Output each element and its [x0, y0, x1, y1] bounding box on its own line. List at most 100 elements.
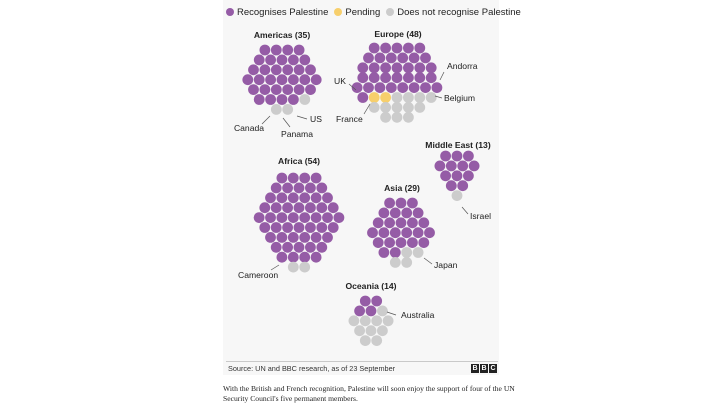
country-dot-does-not	[414, 92, 426, 103]
country-dot-does-not	[391, 111, 403, 123]
country-dot-recognises	[412, 227, 424, 239]
country-dot-does-not	[371, 315, 383, 327]
dots-europe	[351, 42, 443, 123]
country-dot-recognises	[299, 251, 311, 263]
country-dot-recognises	[378, 247, 390, 258]
legend-label-pending: Pending	[345, 6, 381, 18]
country-dot-does-not	[371, 335, 383, 346]
country-dot-recognises	[282, 202, 293, 214]
country-dot-recognises	[368, 72, 380, 84]
bbc-logo-letter: B	[480, 364, 488, 373]
country-dot-does-not	[299, 261, 311, 273]
country-dot-does-not	[354, 325, 365, 337]
country-dot-recognises	[463, 170, 474, 182]
dots-asia	[367, 197, 435, 268]
country-dot-does-not	[401, 257, 413, 268]
dots-americas	[242, 44, 322, 115]
bbc-logo: B B C	[471, 364, 497, 373]
country-dot-recognises	[322, 232, 333, 243]
country-dot-recognises	[316, 202, 328, 214]
country-dot-recognises	[457, 180, 469, 192]
country-dot-recognises	[316, 241, 328, 253]
country-dot-recognises	[287, 232, 299, 243]
country-dot-recognises	[293, 182, 305, 194]
callout-canada: Canada	[234, 123, 264, 133]
country-dot-recognises	[293, 44, 305, 56]
country-dot-recognises	[265, 54, 276, 66]
country-dot-recognises	[384, 237, 395, 249]
country-dot-recognises	[270, 241, 282, 253]
callout-us: US	[310, 114, 322, 124]
country-dot-recognises	[287, 192, 299, 204]
country-dot-recognises	[310, 172, 322, 184]
country-dot-recognises	[351, 82, 363, 93]
callout-line-canada	[261, 115, 271, 125]
country-dot-recognises	[451, 150, 463, 162]
country-dot-does-not	[412, 247, 424, 258]
country-dot-recognises	[282, 222, 293, 233]
country-dot-recognises	[354, 305, 365, 317]
country-dot-recognises	[401, 227, 413, 239]
country-dot-recognises	[357, 72, 369, 84]
country-dot-recognises	[380, 62, 391, 74]
country-dot-recognises	[384, 217, 395, 229]
country-dot-recognises	[282, 241, 293, 253]
country-dot-does-not	[451, 190, 463, 202]
country-dot-recognises	[384, 197, 395, 209]
country-dot-pending	[368, 92, 380, 103]
country-dot-recognises	[408, 52, 420, 64]
legend: Recognises Palestine Pending Does not re…	[226, 5, 521, 19]
country-dot-recognises	[310, 251, 322, 263]
country-dot-recognises	[372, 237, 384, 249]
country-dot-recognises	[310, 192, 322, 204]
country-dot-recognises	[270, 84, 282, 95]
country-dot-recognises	[397, 82, 409, 93]
callout-andorra: Andorra	[447, 61, 478, 71]
region-europe: Europe (48) UK France Andorra Belgium	[334, 29, 478, 124]
country-dot-recognises	[395, 197, 407, 209]
region-title-oceania: Oceania (14)	[345, 281, 396, 291]
country-dot-recognises	[412, 207, 424, 219]
callout-france: France	[336, 114, 363, 124]
legend-item-pending: Pending	[334, 7, 380, 18]
country-dot-recognises	[440, 170, 451, 182]
country-dot-recognises	[425, 72, 437, 84]
legend-item-recognises: Recognises Palestine	[226, 7, 328, 18]
callout-line-andorra	[439, 71, 445, 81]
country-dot-recognises	[276, 192, 288, 204]
source-note: Source: UN and BBC research, as of 23 Se…	[228, 364, 396, 373]
country-dot-recognises	[270, 182, 282, 194]
country-dot-recognises	[276, 54, 288, 66]
country-dot-recognises	[287, 251, 299, 263]
country-dot-recognises	[368, 42, 380, 54]
country-dot-recognises	[407, 217, 418, 229]
callout-line-panama	[282, 117, 291, 128]
callout-panama: Panama	[281, 129, 313, 139]
country-dot-recognises	[293, 222, 305, 233]
country-dot-recognises	[299, 192, 311, 204]
footer-divider	[226, 361, 498, 362]
country-dot-recognises	[434, 160, 446, 172]
country-dot-recognises	[418, 237, 430, 249]
country-dot-recognises	[397, 52, 409, 64]
country-dot-recognises	[305, 241, 316, 253]
country-dot-does-not	[389, 257, 401, 268]
country-dot-recognises	[403, 72, 414, 84]
country-dot-recognises	[265, 232, 276, 243]
country-dot-recognises	[380, 42, 391, 54]
country-dot-recognises	[270, 44, 282, 56]
region-americas: Americas (35) Canada Panama US	[234, 30, 322, 139]
country-dot-does-not	[380, 102, 391, 113]
country-dot-recognises	[270, 222, 282, 233]
country-dot-recognises	[316, 222, 328, 233]
country-dot-recognises	[440, 150, 451, 162]
country-dot-recognises	[253, 74, 265, 86]
country-dot-recognises	[424, 227, 435, 239]
country-dot-recognises	[259, 222, 271, 233]
callout-line-cameroon	[270, 264, 280, 271]
country-dot-recognises	[333, 212, 345, 224]
country-dot-recognises	[282, 44, 294, 56]
country-dot-recognises	[414, 72, 426, 84]
country-dot-recognises	[276, 232, 288, 243]
country-dot-recognises	[242, 74, 254, 86]
